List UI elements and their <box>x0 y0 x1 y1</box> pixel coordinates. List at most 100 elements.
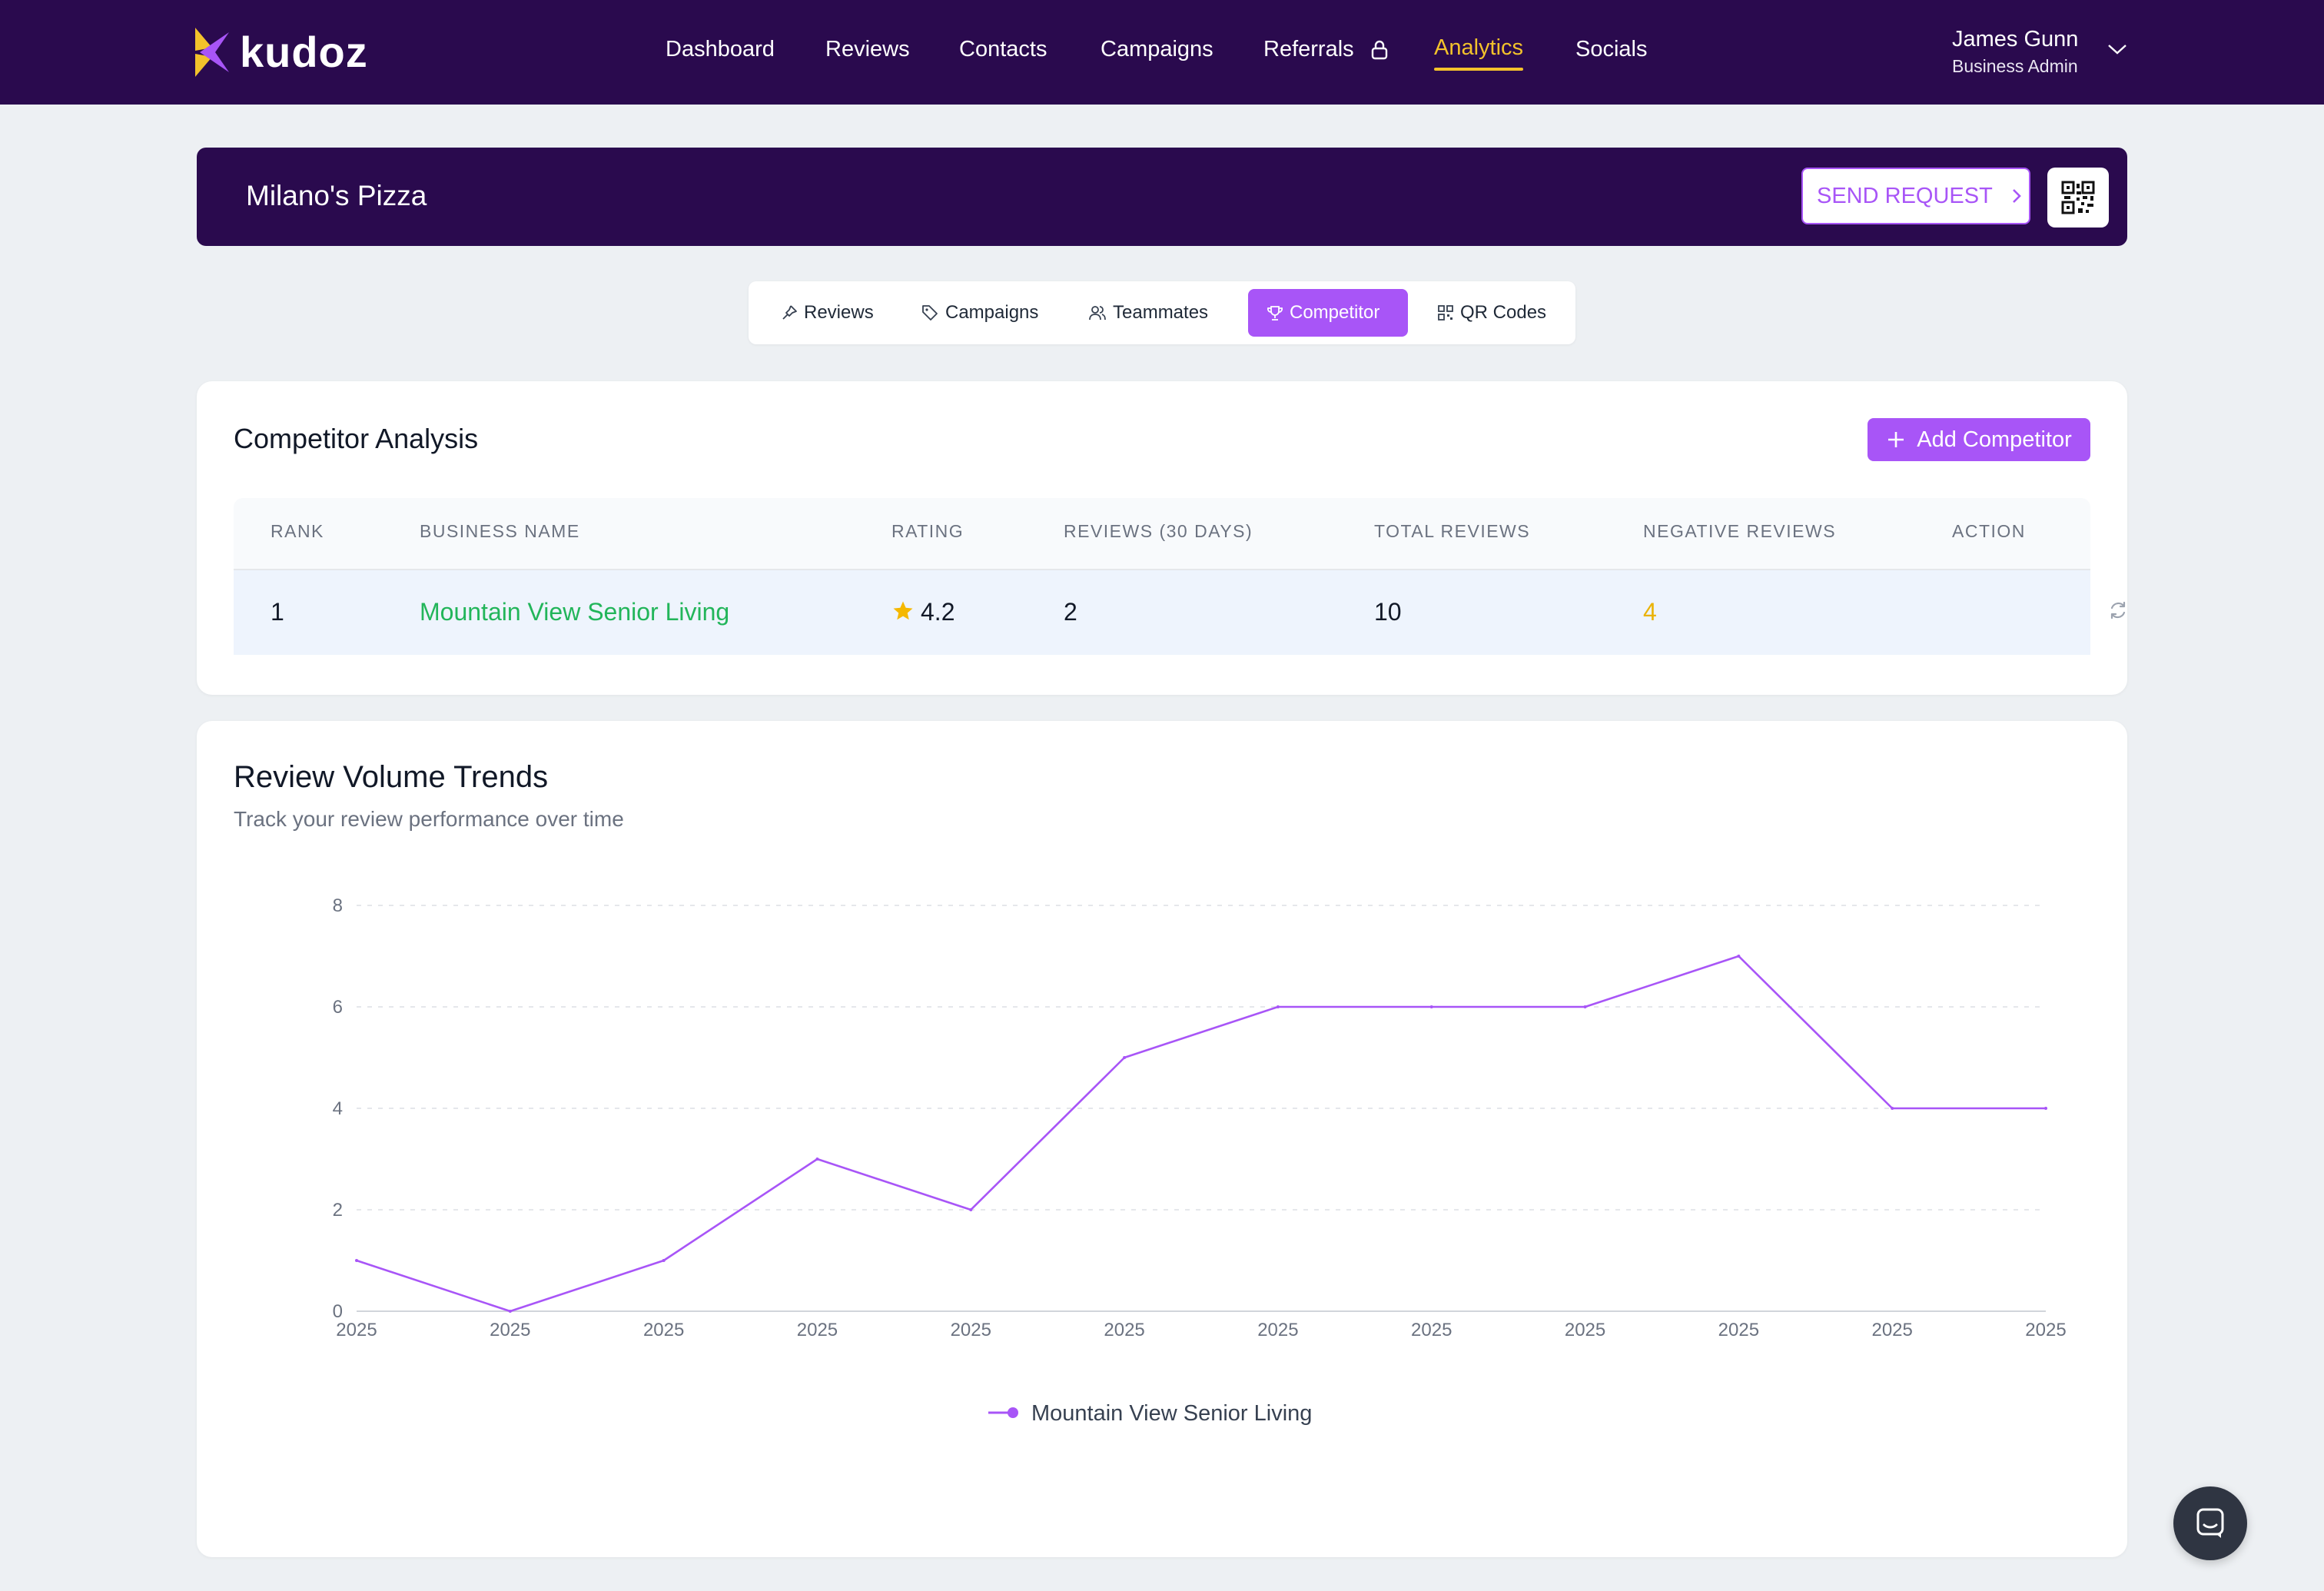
trophy-icon <box>1267 306 1283 321</box>
tab-competitor-label: Competitor <box>1290 302 1380 323</box>
tab-qr-codes[interactable]: QR Codes <box>1417 289 1563 337</box>
table-header: RANK BUSINESS NAME RATING REVIEWS (30 DA… <box>234 498 2090 570</box>
cell-rating: 4.2 <box>891 596 954 627</box>
tab-campaigns-label: Campaigns <box>945 302 1039 323</box>
nav-analytics[interactable]: Analytics <box>1434 32 1524 71</box>
chat-icon <box>2196 1508 2224 1538</box>
nav-referrals[interactable]: Referrals <box>1263 34 1388 65</box>
cell-negative-reviews: 4 <box>1643 598 1657 626</box>
refresh-icon[interactable] <box>2107 600 2129 621</box>
y-tick-label: 8 <box>333 895 343 916</box>
lock-icon <box>1371 41 1387 60</box>
y-tick-label: 4 <box>333 1098 343 1119</box>
cell-total-reviews: 10 <box>1374 598 1402 626</box>
data-point <box>1429 1005 1433 1008</box>
series-line <box>356 955 2046 1313</box>
top-navigation: kudoz Dashboard Reviews Contacts Campaig… <box>0 0 2324 105</box>
data-point <box>815 1158 819 1161</box>
y-tick-label: 6 <box>333 997 343 1018</box>
col-action: ACTION <box>1952 521 2026 541</box>
x-tick-label: 2025 <box>1104 1320 1144 1340</box>
tag-icon <box>922 305 938 321</box>
plus-icon <box>1888 432 1904 447</box>
nav-dashboard[interactable]: Dashboard <box>666 37 775 61</box>
tab-teammates[interactable]: Teammates <box>1067 289 1237 337</box>
x-tick-label: 2025 <box>797 1320 838 1340</box>
analytics-tabs: Reviews Campaigns Teammates Competitor <box>749 281 1575 344</box>
rating-value: 4.2 <box>921 598 955 626</box>
chat-launcher-button[interactable] <box>2173 1486 2247 1560</box>
tab-competitor[interactable]: Competitor <box>1248 289 1408 337</box>
x-tick-label: 2025 <box>1718 1320 1759 1340</box>
nav-contacts[interactable]: Contacts <box>959 37 1047 61</box>
pin-icon <box>782 305 797 320</box>
tab-reviews[interactable]: Reviews <box>758 289 899 337</box>
data-point <box>1583 1005 1587 1008</box>
competitor-analysis-card: Competitor Analysis Add Competitor RANK … <box>197 381 2127 695</box>
competitor-title: Competitor Analysis <box>234 423 479 454</box>
data-point <box>662 1259 666 1262</box>
x-tick-label: 2025 <box>1565 1320 1605 1340</box>
data-point <box>2044 1107 2047 1110</box>
x-tick-label: 2025 <box>951 1320 991 1340</box>
col-rating: RATING <box>891 521 964 541</box>
data-point <box>1891 1107 1894 1110</box>
qr-code-icon <box>2061 181 2095 214</box>
x-tick-label: 2025 <box>1411 1320 1452 1340</box>
add-competitor-button[interactable]: Add Competitor <box>1868 418 2090 461</box>
tab-qr-codes-label: QR Codes <box>1460 302 1547 323</box>
send-request-label: SEND REQUEST <box>1817 183 1993 208</box>
chevron-right-icon <box>2011 188 2022 204</box>
user-menu[interactable]: James Gunn Business Admin <box>1952 25 2078 78</box>
y-tick-label: 0 <box>333 1301 343 1322</box>
col-business-name: BUSINESS NAME <box>420 521 580 541</box>
data-point <box>969 1208 973 1211</box>
competitor-name-link[interactable]: Mountain View Senior Living <box>420 598 730 626</box>
tab-teammates-label: Teammates <box>1113 302 1209 323</box>
col-rank: RANK <box>271 521 324 541</box>
user-role: Business Admin <box>1952 56 2078 76</box>
cell-reviews-30: 2 <box>1064 598 1077 626</box>
logo-text: kudoz <box>240 28 368 76</box>
col-negative-reviews: NEGATIVE REVIEWS <box>1643 521 1837 541</box>
review-volume-trends-card: Review Volume Trends Track your review p… <box>197 721 2127 1557</box>
x-tick-label: 2025 <box>643 1320 684 1340</box>
qr-code-icon <box>1438 305 1453 321</box>
cell-rank: 1 <box>271 598 284 626</box>
logo[interactable]: kudoz <box>195 28 368 77</box>
data-point <box>1737 955 1741 958</box>
data-point <box>508 1310 512 1313</box>
x-tick-label: 2025 <box>1257 1320 1298 1340</box>
review-volume-chart: 0 2 4 6 8 2025 2025 2025 2025 2025 2025 2025 2025 202… <box>333 895 2067 1426</box>
user-name: James Gunn <box>1952 27 2079 51</box>
x-tick-label: 2025 <box>1871 1320 1912 1340</box>
nav-referrals-label: Referrals <box>1263 37 1354 61</box>
x-tick-label: 2025 <box>490 1320 530 1340</box>
business-name: Milano's Pizza <box>246 180 427 211</box>
data-point <box>1123 1056 1127 1059</box>
nav-reviews[interactable]: Reviews <box>825 37 910 61</box>
x-tick-label: 2025 <box>2025 1320 2066 1340</box>
nav-campaigns[interactable]: Campaigns <box>1101 37 1213 61</box>
data-point <box>1276 1005 1280 1008</box>
tab-campaigns[interactable]: Campaigns <box>902 289 1064 337</box>
legend-label: Mountain View Senior Living <box>1031 1401 1312 1426</box>
star-icon <box>893 601 913 620</box>
col-total-reviews: TOTAL REVIEWS <box>1374 521 1531 541</box>
x-tick-label: 2025 <box>336 1320 377 1340</box>
tab-reviews-label: Reviews <box>804 302 874 323</box>
trends-title: Review Volume Trends <box>234 760 549 794</box>
trends-subtitle: Track your review performance over time <box>234 807 624 831</box>
legend-swatch-dot <box>1008 1407 1018 1418</box>
qr-code-button[interactable] <box>2047 168 2109 228</box>
users-icon <box>1089 306 1106 321</box>
col-reviews-30: REVIEWS (30 DAYS) <box>1064 521 1253 541</box>
chevron-down-icon[interactable] <box>2107 43 2127 55</box>
kudoz-logo-icon <box>195 28 229 77</box>
nav-socials[interactable]: Socials <box>1575 37 1648 61</box>
data-point <box>355 1259 358 1262</box>
send-request-button[interactable]: SEND REQUEST <box>1801 168 2030 224</box>
table-row: 1 Mountain View Senior Living 4.2 2 10 4 <box>234 570 2090 655</box>
business-banner: Milano's Pizza SEND REQUEST <box>197 148 2127 246</box>
add-competitor-label: Add Competitor <box>1917 427 2072 452</box>
